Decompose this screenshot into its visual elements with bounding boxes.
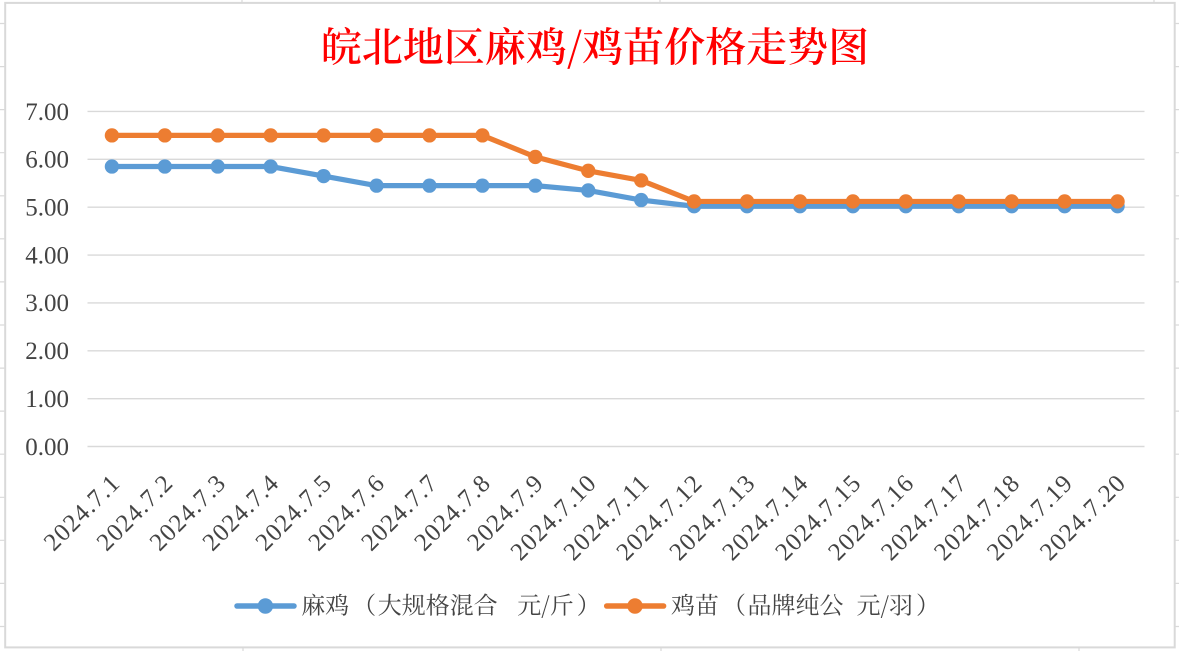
svg-text:3.00: 3.00 <box>25 290 69 317</box>
svg-text:2.00: 2.00 <box>25 338 69 365</box>
svg-text:0.00: 0.00 <box>25 434 69 461</box>
svg-text:7.00: 7.00 <box>25 99 69 126</box>
svg-text:1.00: 1.00 <box>25 386 69 413</box>
svg-text:6.00: 6.00 <box>25 147 69 174</box>
svg-text:4.00: 4.00 <box>25 242 69 269</box>
svg-text:5.00: 5.00 <box>25 195 69 222</box>
